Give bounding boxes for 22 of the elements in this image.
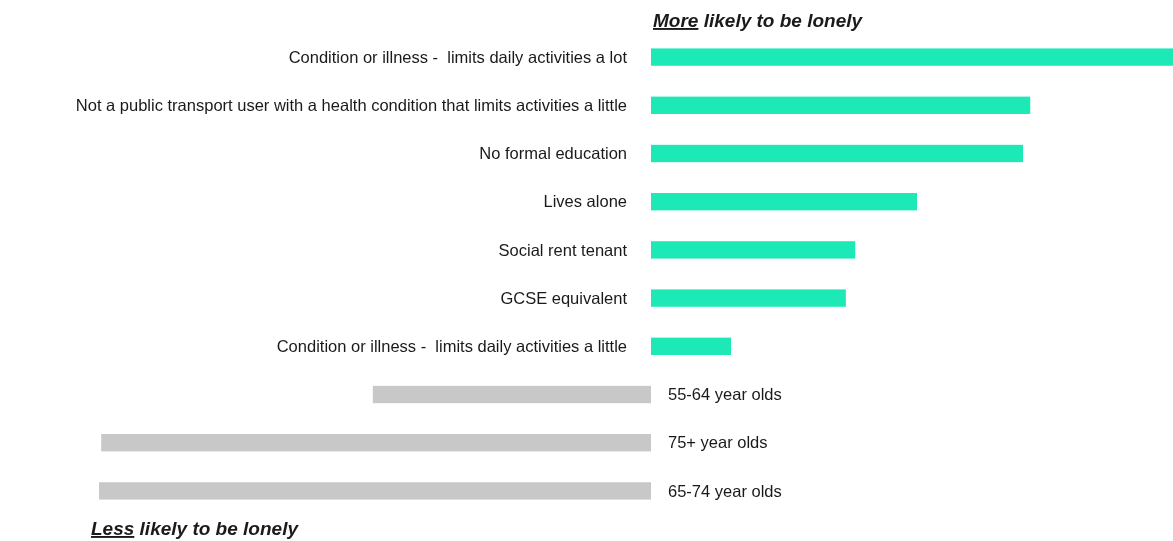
bar (101, 434, 651, 452)
y-tick-label: Lives alone (543, 192, 627, 211)
y-tick-label: 65-74 year olds (668, 481, 782, 500)
bar (372, 385, 651, 404)
bar (651, 193, 918, 211)
text: Less likely to be lonely (91, 518, 300, 539)
y-tick-label: Social rent tenant (498, 240, 628, 259)
bar (651, 96, 1031, 114)
bar (99, 482, 651, 500)
text: More likely to be lonely (653, 10, 864, 31)
bar (651, 144, 1024, 163)
bar (651, 289, 846, 307)
y-tick-label: No formal education (479, 144, 627, 163)
bar (651, 337, 732, 355)
y-tick-label: Not a public transport user with a health condition that limits activities a little (75, 96, 627, 115)
y-tick-label: GCSE equivalent (500, 288, 628, 307)
y-tick-label: Condition or illness - limits daily activities a little (276, 337, 627, 356)
bar (651, 241, 856, 259)
y-tick-label: 75+ year olds (668, 433, 768, 452)
bar (651, 48, 1173, 66)
y-tick-label: Condition or illness - limits daily activities a lot (288, 47, 628, 66)
y-tick-label: 55-64 year olds (668, 385, 782, 404)
